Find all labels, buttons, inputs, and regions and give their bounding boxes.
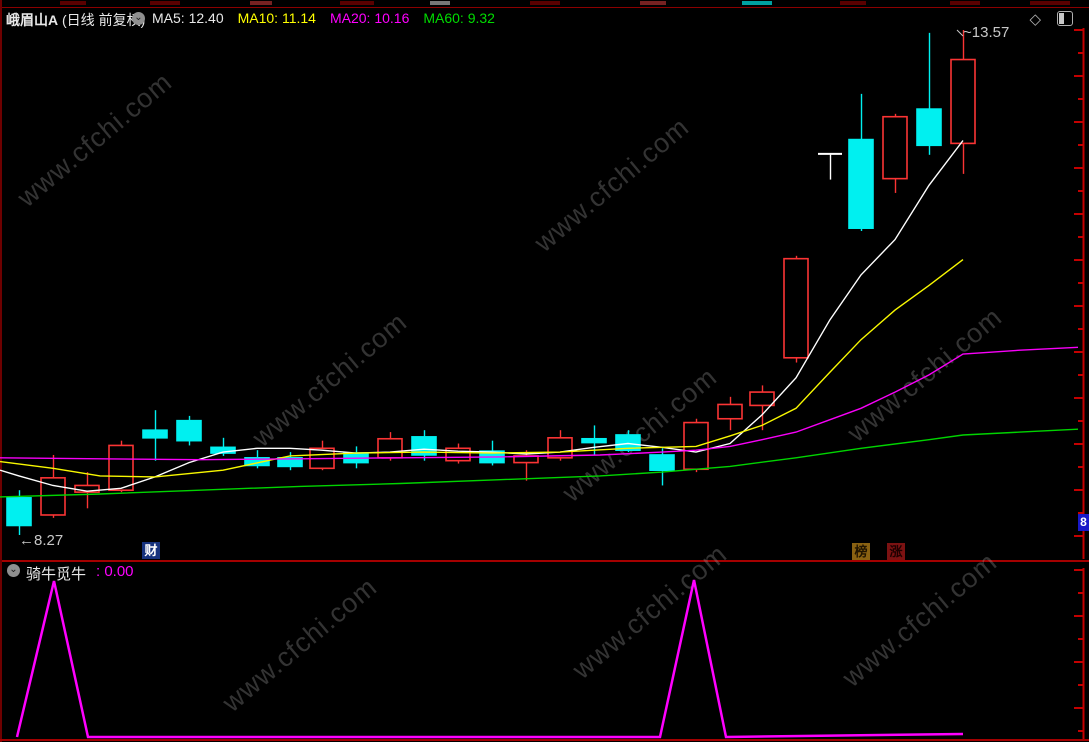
clipped-toolbar-strip [0, 0, 1089, 8]
candle-body [411, 436, 437, 456]
candle-body [749, 391, 775, 407]
marker-badge-财[interactable]: 财 [142, 542, 160, 559]
candle-body [950, 58, 976, 145]
candle-body [783, 257, 809, 359]
low-price-label: ←8.27 [19, 532, 64, 549]
candle-body [547, 437, 573, 459]
ma-label-1: MA10: 11.14 [237, 10, 316, 26]
period-adjust-label: (日线 前复权) [62, 12, 146, 28]
stock-name: 峨眉山A [6, 12, 59, 28]
high-pointer [956, 29, 964, 37]
window-bottom-border [0, 739, 1089, 741]
ma-line-MA60 [0, 428, 1079, 498]
candle-body [277, 457, 303, 468]
candle-body [377, 437, 403, 459]
candle-body [108, 444, 134, 492]
candle-body [40, 477, 66, 516]
panel-separator[interactable] [0, 560, 1089, 562]
marker-badge-榜[interactable]: 榜 [852, 543, 870, 560]
candle-body [581, 437, 607, 444]
ma-line-MA20 [0, 346, 1079, 461]
candle-body [142, 429, 168, 439]
indicator-signal-line [15, 579, 964, 739]
ma-label-0: MA5: 12.40 [152, 10, 224, 26]
ma-line-MA5 [0, 140, 964, 492]
candle-body [6, 497, 32, 527]
candle-body [882, 115, 908, 180]
candle-body [176, 419, 202, 442]
candle-body [916, 108, 942, 147]
high-price-label: ~13.57 [963, 24, 1010, 41]
diamond-icon[interactable]: ◇ [1029, 11, 1041, 28]
ma-label-3: MA60: 9.32 [423, 10, 495, 26]
candle-body [848, 138, 874, 229]
chart-header-bar: 峨眉山A (日线 前复权) ⌄ MA5: 12.40 MA10: 11.14 MA2… [0, 8, 1089, 29]
marker-badge-涨[interactable]: 涨 [887, 543, 905, 560]
split-panel-icon[interactable] [1057, 11, 1073, 26]
ma-legend: MA5: 12.40 MA10: 11.14 MA20: 10.16 MA60: 9.… [152, 10, 509, 26]
candle-body [649, 454, 675, 472]
candle-body [615, 434, 641, 451]
chevron-down-icon[interactable]: ⌄ [132, 12, 145, 25]
indicator-name: 骑牛觅牛 [26, 566, 87, 583]
indicator-value: : 0.00 [96, 563, 134, 580]
ma-label-2: MA20: 10.16 [329, 10, 410, 26]
stock-title: 峨眉山A (日线 前复权) [6, 10, 145, 30]
candle-body [244, 457, 270, 467]
window-left-border [0, 0, 2, 742]
indicator-chevron-down-icon[interactable]: ⌄ [7, 564, 20, 577]
candle-body [717, 403, 743, 420]
ma-line-MA10 [0, 259, 964, 478]
price-axis-badge: 8 [1078, 514, 1089, 531]
